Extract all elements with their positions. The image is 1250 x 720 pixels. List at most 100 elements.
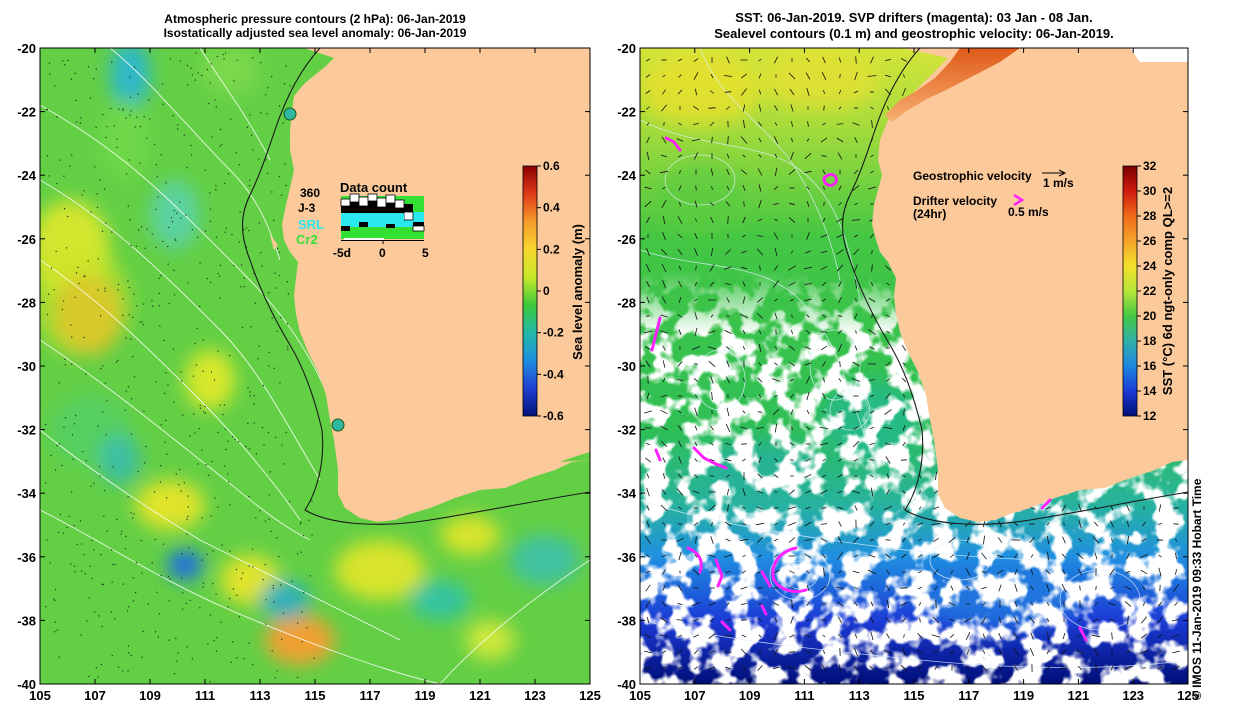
- left-x-tick-label: 105: [29, 688, 51, 703]
- left-x-tick-label: 113: [250, 688, 271, 703]
- mission-label-cr2: Cr2: [296, 232, 318, 247]
- right-y-tick-label: -38: [617, 613, 636, 628]
- right-y-tick-label: -36: [617, 550, 636, 565]
- sst-colorbar-tick-label: 28: [1143, 209, 1157, 223]
- drifter-scale-arrow: [1013, 193, 1025, 207]
- left-panel-title: Atmospheric pressure contours (2 hPa): 0…: [40, 12, 590, 40]
- sst-colorbar-tick-label: 14: [1143, 384, 1157, 398]
- mission-label-j3: J-3: [298, 201, 316, 215]
- sst-colorbar-tick-label: 24: [1143, 259, 1157, 273]
- sst-colorbar-ramp: [1122, 165, 1138, 417]
- geostrophic-scale-label: 1 m/s: [1043, 176, 1074, 190]
- sst-colorbar-tick-label: 16: [1143, 359, 1157, 373]
- sla-colorbar-tick-label: -0.6: [543, 409, 564, 423]
- right-x-tick-label: 117: [958, 688, 979, 703]
- pilbara-land-temp: [885, 48, 1020, 122]
- sla-colorbar: 0.6 0.4 0.2 0 -0.2 -0.4 -0.6 Sea level anomaly…: [522, 159, 585, 423]
- right-title-line2: Sealevel contours (0.1 m) and geostrophi…: [714, 26, 1114, 41]
- shelf-contour-left: [242, 48, 590, 525]
- tide-gauge-marker: [283, 107, 297, 121]
- data-count-axis-start: -5d: [333, 246, 351, 260]
- left-y-tick-label: -24: [17, 168, 37, 183]
- left-x-tick-label: 123: [524, 688, 546, 703]
- left-y-tick-label: -20: [17, 41, 36, 56]
- drifter-scale-label: 0.5 m/s: [1008, 205, 1049, 219]
- right-x-tick-label: 109: [739, 688, 761, 703]
- no-data-corner: [1130, 48, 1188, 62]
- sla-colorbar-tick-label: -0.4: [543, 367, 564, 381]
- sst-colorbar-tick-label: 18: [1143, 334, 1157, 348]
- right-x-tick-label: 105: [629, 688, 651, 703]
- right-y-tick-label: -40: [617, 677, 636, 692]
- data-count-title: Data count: [340, 180, 408, 195]
- sealevel-contours: [640, 48, 1188, 668]
- left-y-tick-label: -38: [17, 613, 36, 628]
- left-x-tick-label: 117: [360, 688, 381, 703]
- left-x-tick-label: 111: [195, 688, 215, 703]
- sla-colorbar-tick-label: 0.4: [543, 201, 560, 215]
- sla-colorbar-tick-label: 0: [543, 284, 550, 298]
- sla-colorbar-label: Sea level anomaly (m): [570, 224, 585, 360]
- left-x-tick-label: 125: [579, 688, 601, 703]
- drifter-velocity-label: Drifter velocity: [913, 194, 997, 208]
- right-x-tick-label: 119: [1013, 688, 1034, 703]
- mission-label-srl: SRL: [298, 217, 324, 232]
- right-y-tick-label: -32: [617, 423, 636, 438]
- right-title-line1: SST: 06-Jan-2019. SVP drifters (magenta)…: [735, 10, 1093, 25]
- left-y-tick-label: -26: [17, 232, 36, 247]
- imos-credit: © IMOS 11-Jan-2019 09:33 Hobart Time: [1190, 478, 1204, 700]
- left-y-tick-label: -22: [17, 105, 36, 120]
- left-y-tick-label: -28: [17, 295, 36, 310]
- geostrophic-velocity-label: Geostrophic velocity: [913, 169, 1032, 183]
- mission-label-360: 360: [300, 186, 320, 200]
- data-count-inset: Data count 360 J-3 SRL Cr2 -5d 0 5: [296, 180, 429, 260]
- left-x-tick-label: 107: [84, 688, 106, 703]
- velocity-legend: Geostrophic velocity 1 m/s Drifter veloc…: [913, 169, 1074, 221]
- sla-colorbar-tick-label: -0.2: [543, 326, 564, 340]
- right-x-tick-label: 121: [1068, 688, 1090, 703]
- left-y-tick-label: -30: [17, 359, 36, 374]
- right-y-axis: -20 -22 -24 -26 -28 -30 -32 -34 -36 -38 -40: [617, 41, 1188, 692]
- right-x-tick-label: 113: [849, 688, 870, 703]
- australia-landmass-right: [872, 48, 1188, 522]
- australia-landmass-left: [282, 48, 590, 522]
- sst-colorbar-tick-label: 12: [1143, 409, 1157, 423]
- right-y-tick-label: -24: [617, 168, 637, 183]
- right-y-tick-label: -22: [617, 105, 636, 120]
- right-x-tick-label: 111: [794, 688, 814, 703]
- right-x-tick-label: 125: [1177, 688, 1199, 703]
- left-map-panel: [39, 47, 591, 685]
- right-x-axis: 105 107 109 111 113 115 117 119 121 123 125: [629, 48, 1199, 703]
- left-y-tick-label: -34: [17, 486, 37, 501]
- right-y-tick-label: -28: [617, 295, 636, 310]
- right-y-tick-label: -20: [617, 41, 636, 56]
- left-x-axis: 105 107 109 111 113 115 117 119 121 123 125: [29, 48, 601, 703]
- sst-colorbar-tick-label: 32: [1143, 159, 1157, 173]
- sla-anomaly-field: [40, 48, 580, 665]
- left-y-tick-label: -32: [17, 423, 36, 438]
- left-y-tick-label: -36: [17, 550, 36, 565]
- right-x-tick-label: 107: [684, 688, 706, 703]
- shelf-contour-right: [842, 48, 1188, 525]
- right-y-tick-label: -30: [617, 359, 636, 374]
- sst-colorbar-tick-label: 26: [1143, 234, 1157, 248]
- sst-colorbar: 32 30 28 26 24 22 20 18 16 14 12 SST (°C) 6d ngt-o…: [1122, 159, 1175, 423]
- left-y-axis: -20 -22 -24 -26 -28 -30 -32 -34 -36 -38 -40: [17, 41, 590, 692]
- left-x-tick-label: 115: [305, 688, 326, 703]
- left-x-tick-label: 119: [415, 688, 436, 703]
- left-x-tick-label: 121: [469, 688, 491, 703]
- pressure-contours: [40, 48, 590, 684]
- drifter-velocity-sub: (24hr): [913, 207, 946, 221]
- sla-colorbar-tick-label: 0.6: [543, 159, 560, 173]
- left-y-tick-label: -40: [17, 677, 36, 692]
- data-count-bars: [340, 193, 425, 244]
- right-panel-title: SST: 06-Jan-2019. SVP drifters (magenta)…: [640, 10, 1188, 42]
- sst-colorbar-tick-label: 30: [1143, 184, 1157, 198]
- sla-colorbar-ramp: [522, 165, 538, 417]
- data-count-axis-mid: 0: [379, 246, 386, 260]
- left-title-line2: Isostatically adjusted sea level anomaly…: [163, 26, 467, 40]
- left-title-line1: Atmospheric pressure contours (2 hPa): 0…: [164, 12, 466, 26]
- sst-colorbar-label: SST (°C) 6d ngt-only comp QL>=2: [1160, 187, 1175, 395]
- left-x-tick-label: 109: [139, 688, 161, 703]
